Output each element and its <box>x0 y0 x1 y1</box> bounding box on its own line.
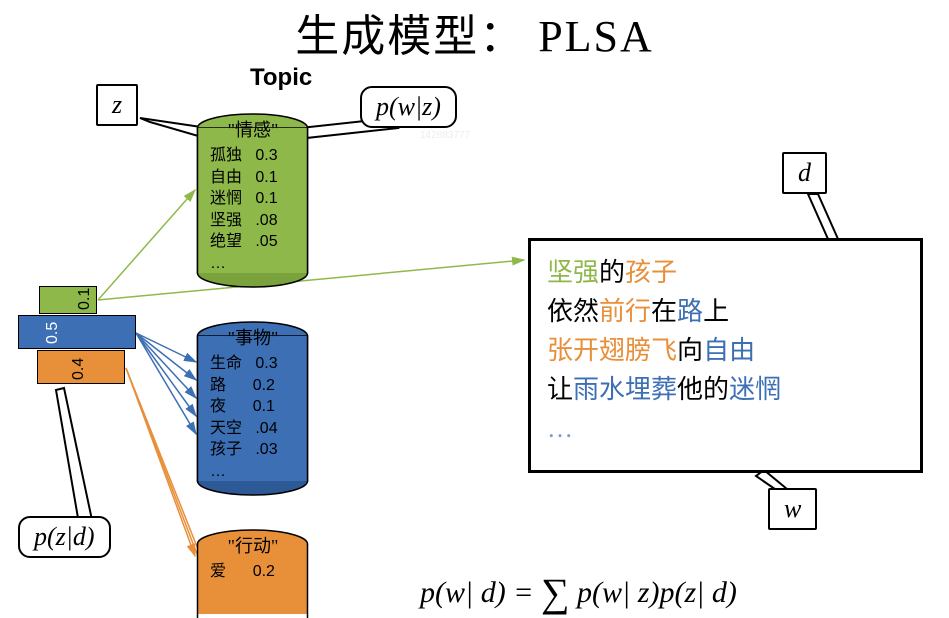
document-box: 坚强的孩子 依然前行在路上 张开翅膀飞向自由 让雨水埋葬他的迷惘 … <box>528 238 923 473</box>
cylinder-emotion-list: 孤独 0.3 自由 0.1 迷惘 0.1 坚强 .08 绝望 .05 … <box>210 145 278 275</box>
bar-topic-thing <box>18 315 136 349</box>
bar-label-emotion: 0.1 <box>76 288 94 310</box>
bar-label-action: 0.4 <box>70 358 88 380</box>
page-title: 生成模型： PLSA <box>0 0 949 64</box>
cylinder-action-list: 爱 0.2 <box>210 561 275 583</box>
callout-d: d <box>782 152 827 194</box>
callout-w: w <box>768 488 817 530</box>
watermark: 142883777 <box>420 130 470 141</box>
doc-line-3: 张开翅膀飞向自由 <box>547 331 904 370</box>
formula: p(w| d) = ∑ p(w| z)p(z| d) <box>420 565 737 612</box>
bar-label-thing: 0.5 <box>44 322 62 344</box>
doc-line-4: 让雨水埋葬他的迷惘 <box>547 370 904 409</box>
callout-z: z <box>96 84 138 126</box>
cylinder-thing-list: 生命 0.3 路 0.2 夜 0.1 天空 .04 孩子 .03 … <box>210 353 278 483</box>
topic-header: Topic <box>250 64 312 92</box>
cylinder-thing-title: "事物" <box>218 324 288 350</box>
callout-pzd: p(z|d) <box>18 516 111 558</box>
doc-line-2: 依然前行在路上 <box>547 292 904 331</box>
doc-ellipsis: … <box>547 409 904 448</box>
cylinder-action-title: "行动" <box>218 532 288 558</box>
callout-pwz: p(w|z) <box>360 86 457 128</box>
doc-line-1: 坚强的孩子 <box>547 253 904 292</box>
cylinder-emotion-title: "情感" <box>218 116 288 142</box>
